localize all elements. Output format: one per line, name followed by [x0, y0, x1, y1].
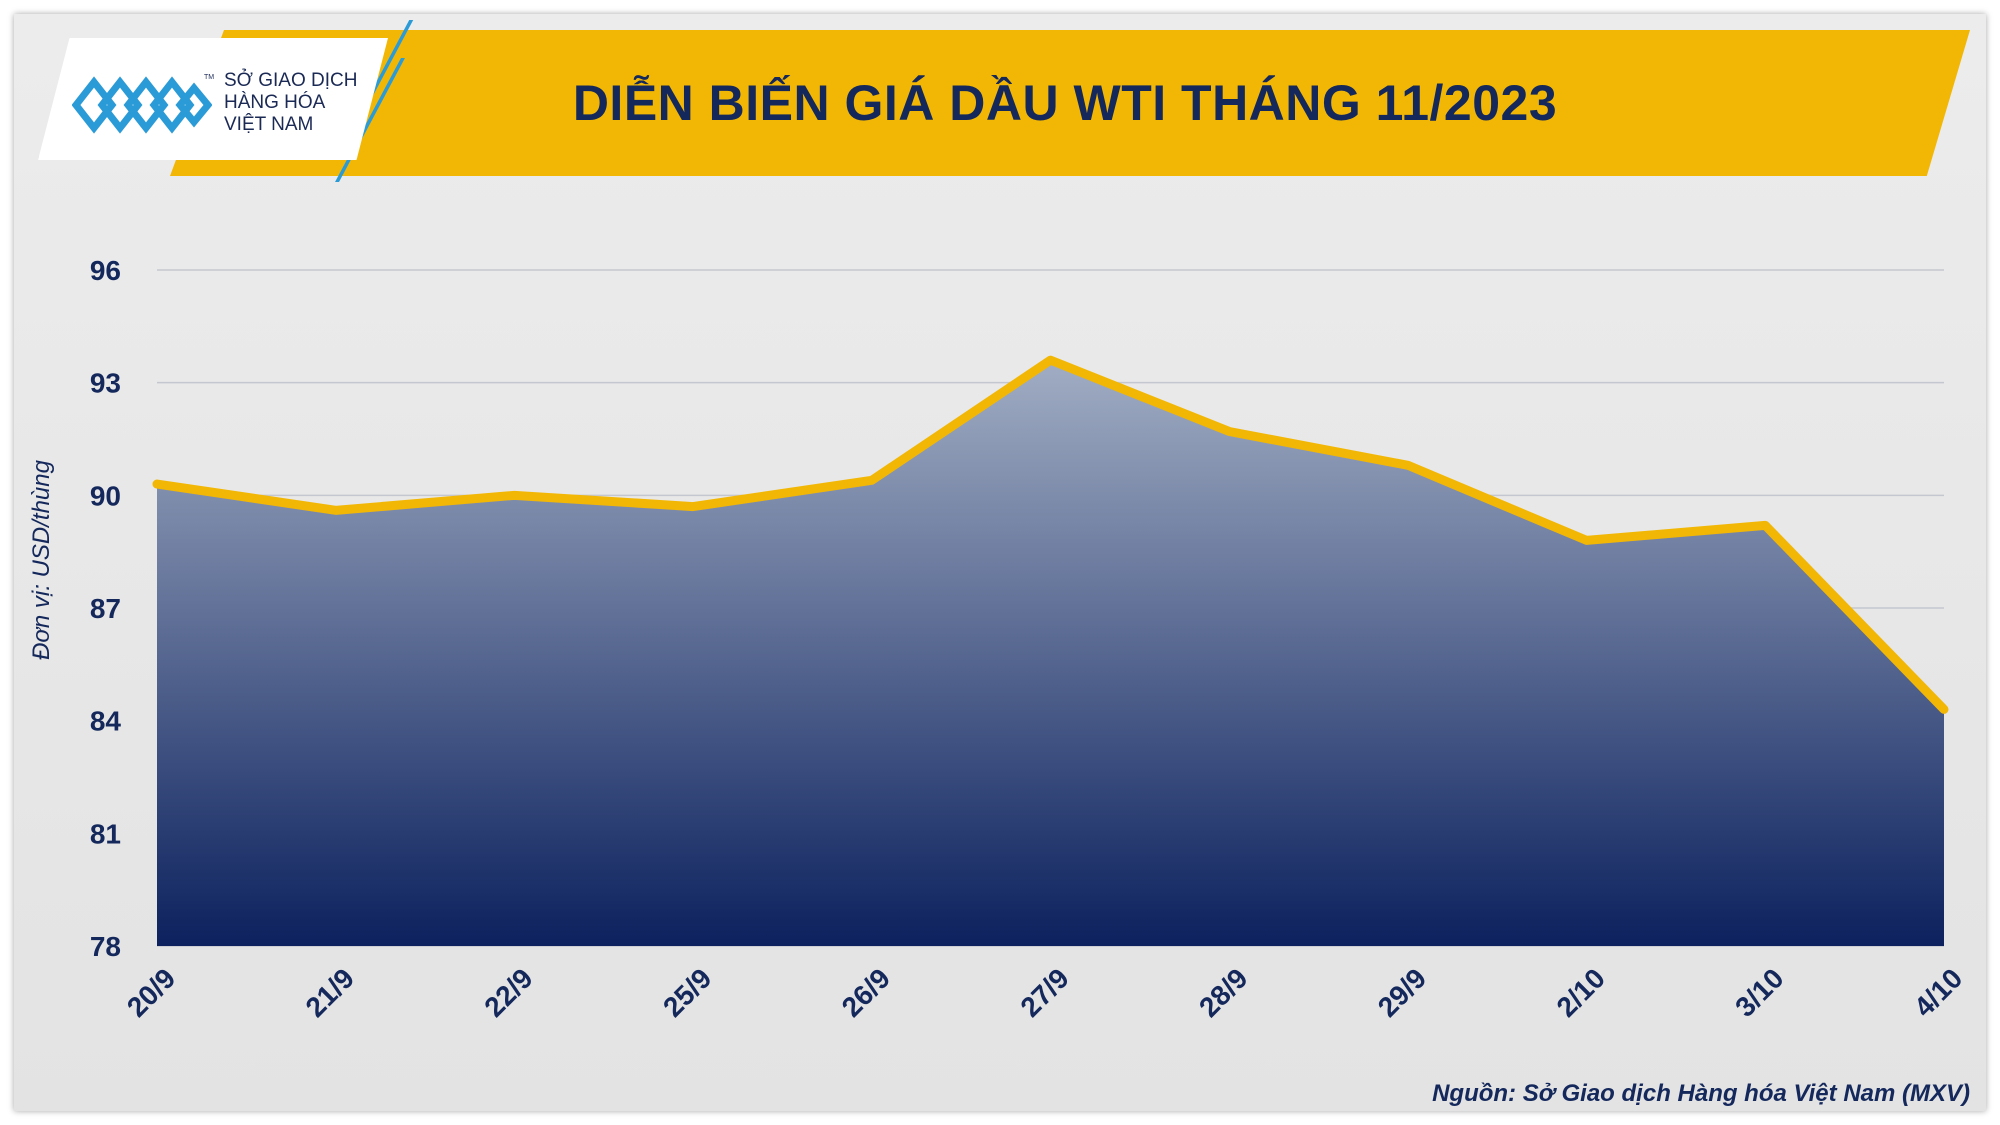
trademark-mark: TM — [204, 74, 215, 81]
y-tick-label: 93 — [90, 368, 121, 399]
brand-line-1: SỞ GIAO DỊCH — [224, 70, 358, 91]
brand-name: SỞ GIAO DỊCH HÀNG HÓA VIỆT NAM — [224, 70, 394, 136]
y-tick-label: 81 — [90, 818, 121, 849]
x-tick-label: 21/9 — [300, 962, 360, 1022]
x-tick-label: 4/10 — [1908, 962, 1968, 1022]
x-tick-label: 29/9 — [1372, 962, 1432, 1022]
x-tick-label: 25/9 — [657, 962, 717, 1022]
source-note: Nguồn: Sở Giao dịch Hàng hóa Việt Nam (M… — [1432, 1080, 1970, 1107]
x-tick-label: 2/10 — [1551, 962, 1611, 1022]
y-tick-label: 78 — [90, 931, 121, 962]
brand-line-2: HÀNG HÓA — [224, 92, 326, 113]
x-tick-label: 28/9 — [1193, 962, 1253, 1022]
brand-line-3: VIỆT NAM — [224, 114, 314, 135]
y-tick-label: 96 — [90, 255, 121, 286]
title-banner — [170, 30, 1970, 176]
x-tick-label: 27/9 — [1014, 962, 1074, 1022]
chart-title: DIỄN BIẾN GIÁ DẦU WTI THÁNG 11/2023 — [572, 75, 1558, 131]
x-tick-label: 22/9 — [478, 962, 538, 1022]
y-tick-label: 87 — [90, 593, 121, 624]
y-tick-label: 84 — [90, 706, 122, 737]
x-tick-label: 3/10 — [1729, 962, 1789, 1022]
series-line — [152, 355, 1949, 714]
x-tick-label: 20/9 — [121, 962, 181, 1022]
y-axis-label: Đơn vị: USD/thùng — [28, 460, 55, 660]
brand-logo-icon — [72, 76, 212, 134]
logo-card — [38, 38, 388, 160]
area-fill — [157, 360, 1944, 947]
y-tick-label: 90 — [90, 480, 121, 511]
x-tick-label: 26/9 — [836, 962, 896, 1022]
